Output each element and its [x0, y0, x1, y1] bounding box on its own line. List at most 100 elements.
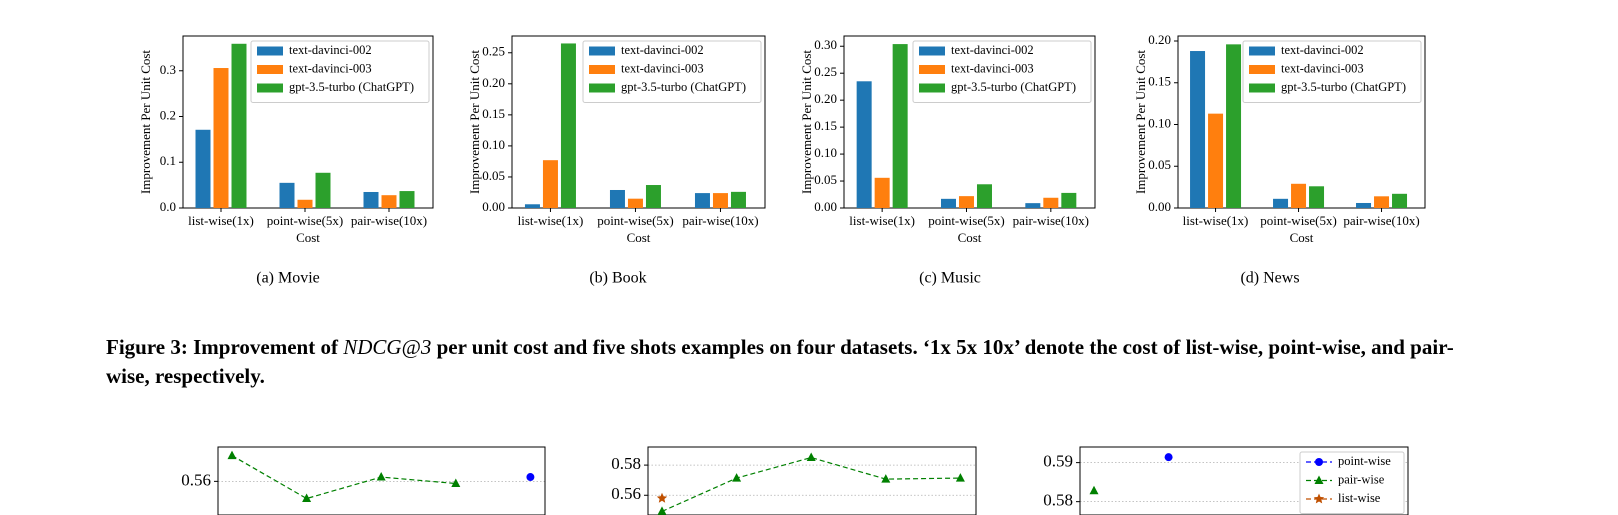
bar	[1061, 192, 1077, 208]
y-tick-label: 0.0	[160, 199, 176, 214]
legend-label: text-davinci-003	[1281, 61, 1364, 75]
legend-label: text-davinci-002	[621, 43, 704, 57]
legend-box	[250, 40, 430, 103]
y-tick-label: 0.00	[1148, 199, 1171, 214]
y-tick-label: 0.05	[482, 168, 505, 183]
x-tick-label: pair-wise(10x)	[1343, 213, 1419, 228]
y-tick-label: 0.1	[160, 153, 176, 168]
bar	[609, 189, 625, 208]
legend-label: gpt-3.5-turbo (ChatGPT)	[289, 80, 414, 94]
legend-label: text-davinci-002	[289, 43, 372, 57]
bar	[363, 191, 379, 208]
bar	[1392, 193, 1408, 208]
caption-text: Figure 3: Improvement of	[106, 335, 344, 359]
marker	[302, 493, 312, 503]
legend-swatch	[919, 46, 945, 56]
bar	[730, 191, 746, 208]
bar	[1374, 196, 1390, 208]
y-tick-label: 0.20	[1148, 32, 1171, 47]
y-tick-label: 0.00	[814, 199, 837, 214]
x-axis-label: Cost	[627, 230, 651, 245]
legend-label: gpt-3.5-turbo (ChatGPT)	[951, 80, 1076, 94]
bar	[1309, 186, 1325, 208]
legend-box	[1299, 451, 1405, 514]
x-tick-label: pair-wise(10x)	[1013, 213, 1089, 228]
plot-frame	[217, 446, 546, 515]
subcaption: (d) News	[1240, 270, 1299, 287]
bar	[231, 43, 247, 208]
y-tick-label: 0.10	[482, 137, 505, 152]
bar	[1291, 183, 1307, 208]
bar	[542, 160, 558, 208]
x-axis-label: Cost	[1290, 230, 1314, 245]
x-tick-label: list-wise(1x)	[188, 213, 254, 228]
marker	[806, 452, 816, 462]
bar	[1025, 203, 1041, 208]
bar	[1208, 113, 1224, 208]
y-tick-label: 0.15	[482, 106, 505, 121]
y-tick-label: 0.58	[1043, 491, 1073, 510]
y-tick-label: 0.3	[160, 62, 176, 77]
bar	[940, 198, 956, 208]
x-tick-label: pair-wise(10x)	[682, 213, 758, 228]
x-tick-label: point-wise(5x)	[1260, 213, 1337, 228]
series-line	[231, 455, 456, 500]
y-tick-label: 0.2	[160, 107, 176, 122]
legend-swatch	[589, 83, 615, 93]
legend-swatch	[919, 65, 945, 74]
bar	[524, 204, 540, 208]
y-tick-label: 0.56	[181, 470, 211, 489]
bar	[958, 196, 974, 208]
bar	[856, 81, 872, 208]
legend-label: text-davinci-002	[1281, 43, 1364, 57]
legend-swatch	[1249, 65, 1275, 74]
bar	[712, 193, 728, 208]
legend-label: list-wise	[1338, 491, 1381, 505]
bar	[279, 182, 295, 208]
x-axis-label: Cost	[296, 230, 320, 245]
marker	[1164, 453, 1173, 462]
y-tick-label: 0.20	[482, 75, 505, 90]
y-tick-label: 0.30	[814, 37, 837, 52]
marker	[1315, 458, 1323, 466]
legend-label: text-davinci-003	[621, 61, 704, 75]
marker	[526, 473, 535, 482]
legend-label: pair-wise	[1338, 472, 1385, 486]
y-tick-label: 0.10	[814, 145, 837, 160]
marker	[955, 473, 965, 482]
marker	[732, 473, 742, 482]
y-tick-label: 0.56	[611, 484, 641, 503]
y-axis-label: Improvement Per Unit Cost	[799, 50, 814, 194]
caption-metric: NDCG@3	[343, 335, 432, 359]
bar	[1226, 44, 1242, 208]
legend-label: gpt-3.5-turbo (ChatGPT)	[1281, 80, 1406, 94]
marker	[881, 474, 891, 483]
y-tick-label: 0.15	[814, 118, 837, 133]
subcaption: (c) Music	[919, 270, 981, 287]
bar	[1273, 198, 1289, 208]
legend-box	[1242, 40, 1422, 103]
x-tick-label: point-wise(5x)	[928, 213, 1005, 228]
bar	[1356, 202, 1372, 208]
y-tick-label: 0.59	[1043, 452, 1073, 471]
bar	[381, 195, 397, 208]
figure-caption: Figure 3: Improvement of NDCG@3 per unit…	[106, 333, 1481, 391]
bar	[976, 184, 992, 208]
x-tick-label: pair-wise(10x)	[351, 213, 427, 228]
marker	[657, 506, 667, 515]
subcaption: (a) Movie	[256, 270, 320, 287]
series-line	[661, 456, 961, 512]
bar	[694, 193, 710, 208]
legend-swatch	[1249, 83, 1275, 93]
bar	[1190, 51, 1206, 208]
bar	[315, 172, 331, 208]
legend-swatch	[257, 46, 283, 56]
legend-box	[582, 40, 762, 103]
x-axis-label: Cost	[958, 230, 982, 245]
y-tick-label: 0.15	[1148, 74, 1171, 89]
bar	[297, 199, 313, 208]
legend-swatch	[589, 46, 615, 56]
caption-text: per unit cost and five shots examples on…	[106, 335, 1454, 388]
x-tick-label: list-wise(1x)	[518, 213, 584, 228]
bar	[195, 129, 211, 208]
